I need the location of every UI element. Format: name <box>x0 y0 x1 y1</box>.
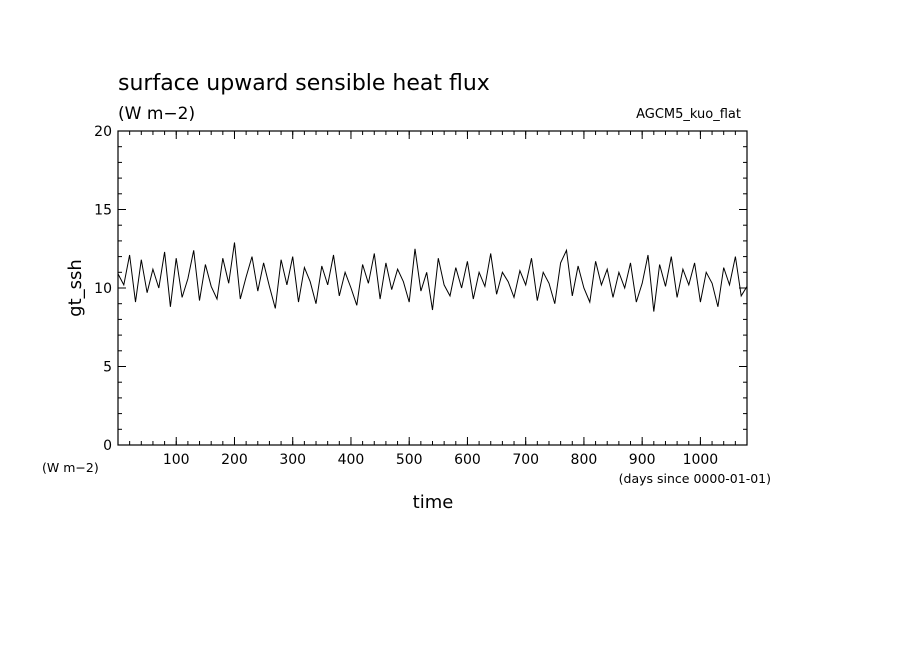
series-line <box>118 242 747 312</box>
x-tick-label: 700 <box>512 452 539 468</box>
x-tick-labels: 100 200 300 400 500 600 700 800 900 1000 <box>163 452 718 468</box>
y-tick-label: 15 <box>94 203 112 219</box>
y-tick-labels: 0 5 10 15 20 <box>94 124 112 454</box>
y-axis-units: (W m−2) <box>42 460 99 475</box>
y-axis-label: gt_ssh <box>65 259 86 317</box>
x-tick-label: 1000 <box>683 452 719 468</box>
chart-title: surface upward sensible heat flux <box>118 71 490 96</box>
x-tick-label: 100 <box>163 452 190 468</box>
x-tick-label: 600 <box>454 452 481 468</box>
experiment-label: AGCM5_kuo_flat <box>636 107 741 122</box>
y-tick-label: 5 <box>103 360 112 376</box>
chart-subtitle-units: (W m−2) <box>118 104 195 124</box>
y-tick-label: 0 <box>103 438 112 454</box>
x-tick-label: 400 <box>338 452 365 468</box>
x-tick-label: 500 <box>396 452 423 468</box>
y-tick-label: 10 <box>94 281 112 297</box>
x-axis-units: (days since 0000-01-01) <box>619 471 771 486</box>
x-tick-label: 300 <box>279 452 306 468</box>
y-tick-label: 20 <box>94 124 112 140</box>
tick-marks <box>118 130 747 446</box>
x-tick-label: 800 <box>571 452 598 468</box>
x-tick-label: 200 <box>221 452 248 468</box>
x-axis-label: time <box>413 492 454 513</box>
x-tick-label: 900 <box>629 452 656 468</box>
